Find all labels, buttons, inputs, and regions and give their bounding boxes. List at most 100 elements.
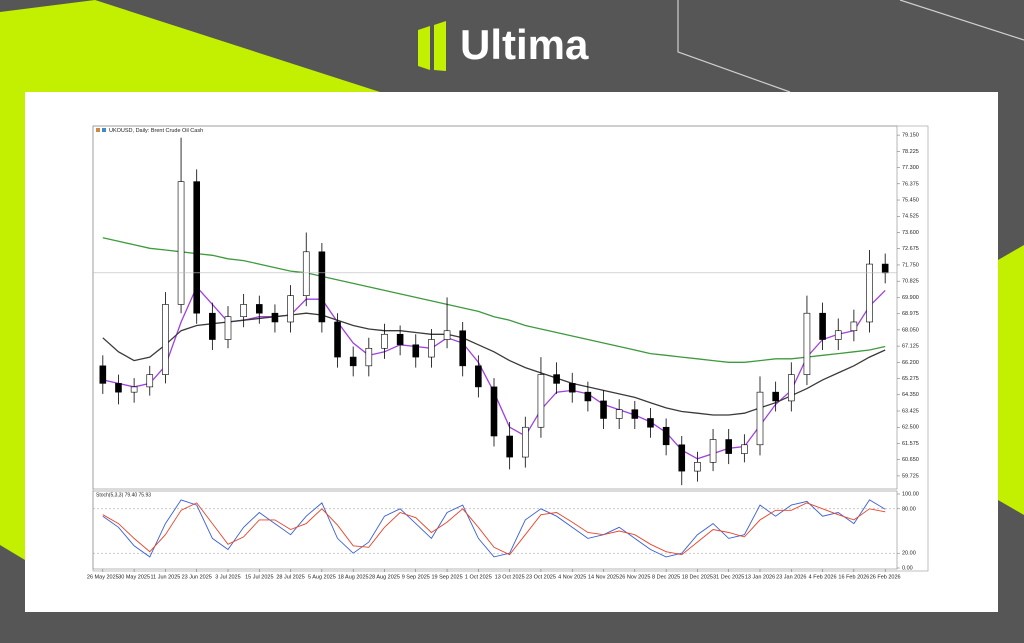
candle-body (224, 316, 232, 340)
y-tick-label: 72.675 (902, 246, 919, 252)
x-tick-label: 15 Jul 2025 (245, 574, 273, 580)
x-tick-label: 14 Nov 2025 (588, 574, 619, 580)
candle-body (834, 330, 842, 340)
y-tick-label: 66.200 (902, 360, 919, 366)
x-tick-label: 23 Jan 2026 (776, 574, 806, 580)
candle-body (615, 409, 623, 419)
y-tick-label: 78.225 (902, 149, 919, 155)
stoch-plot (92, 490, 898, 570)
x-tick-label: 18 Dec 2025 (682, 574, 713, 580)
panel (25, 92, 998, 612)
candle-body (475, 365, 482, 388)
x-tick-label: 4 Feb 2026 (809, 574, 837, 580)
candle-body (678, 444, 686, 472)
y-tick-label: 68.050 (902, 327, 919, 333)
candle-body (412, 344, 420, 358)
y-tick-label: 74.525 (902, 214, 919, 220)
candle-body (381, 333, 388, 349)
candle-body (177, 181, 185, 305)
candle-body (162, 304, 169, 375)
y-tick-label: 77.300 (902, 165, 919, 171)
x-tick-label: 26 Nov 2025 (619, 574, 650, 580)
accent-left (0, 92, 25, 560)
x-tick-label: 23 Oct 2025 (526, 574, 556, 580)
candle-body (443, 330, 451, 340)
accent-right (998, 245, 1024, 515)
x-tick-label: 28 Aug 2025 (369, 574, 400, 580)
y-tick-label: 67.125 (902, 344, 919, 350)
x-tick-label: 9 Sep 2025 (402, 574, 430, 580)
x-tick-label: 13 Oct 2025 (495, 574, 525, 580)
y-tick-label: 68.975 (902, 311, 919, 317)
stoch-title: Stoch(5,3,3) 79.40 75.93 (96, 492, 151, 498)
candle-body (647, 418, 654, 428)
y-tick-label: 71.750 (902, 262, 919, 268)
x-tick-label: 23 Jun 2025 (182, 574, 212, 580)
candle-body (866, 263, 873, 323)
x-tick-label: 4 Nov 2025 (558, 574, 586, 580)
candle-body (459, 330, 467, 367)
candle-body (819, 312, 826, 340)
x-tick-label: 1 Oct 2025 (465, 574, 492, 580)
candle-body (803, 312, 811, 375)
candle-body (365, 347, 373, 367)
icon (96, 128, 100, 132)
y-tick-label: 61.575 (902, 441, 919, 447)
candle-body (193, 181, 201, 314)
candle-body (537, 374, 545, 428)
y-tick-label: 60.650 (902, 457, 919, 463)
moving-average (102, 237, 886, 363)
chart-title: UKOUSD, Daily: Brent Crude Oil Cash (109, 128, 203, 134)
x-tick-label: 16 Feb 2026 (838, 574, 869, 580)
candle-body (850, 321, 858, 332)
x-tick-label: 8 Dec 2025 (652, 574, 680, 580)
candle-body (756, 391, 764, 446)
candle-body (146, 374, 154, 388)
y-tick-label: 69.900 (902, 295, 919, 301)
y-tick-label: 80.00 (902, 506, 916, 512)
candle-body (568, 383, 576, 393)
x-tick-label: 26 Feb 2026 (870, 574, 901, 580)
y-tick-label: 75.450 (902, 197, 919, 203)
accent-top (0, 0, 380, 92)
y-tick-label: 20.00 (902, 551, 916, 557)
x-tick-label: 28 Jul 2025 (276, 574, 304, 580)
decor-line (677, 0, 791, 93)
y-tick-label: 79.150 (902, 133, 919, 139)
y-tick-label: 100.00 (902, 491, 919, 497)
candle-body (694, 462, 701, 472)
candle-body (130, 386, 138, 393)
candle-body (631, 409, 639, 419)
candle-body (396, 333, 404, 346)
x-tick-label: 18 Aug 2025 (338, 574, 369, 580)
candle-body (506, 435, 513, 458)
stoch-line (102, 502, 886, 556)
y-tick-label: 64.350 (902, 392, 919, 398)
candle-body (115, 383, 122, 393)
x-tick-label: 5 Aug 2025 (308, 574, 336, 580)
candle-body (584, 391, 592, 402)
logo: Ultima (418, 21, 589, 71)
y-tick-label: 65.275 (902, 376, 919, 382)
y-tick-label: 59.725 (902, 473, 919, 479)
candle-body (271, 312, 279, 323)
candle-body (490, 386, 498, 437)
x-tick-label: 19 Sep 2025 (431, 574, 462, 580)
x-tick-label: 30 May 2025 (118, 574, 150, 580)
candle-body (662, 426, 670, 446)
candle-body (741, 444, 748, 454)
candle-body (428, 339, 435, 358)
candle-body (287, 295, 294, 323)
x-tick-label: 31 Dec 2025 (713, 574, 744, 580)
candle-body (255, 304, 263, 314)
logo-mark (434, 21, 446, 71)
x-tick-label: 3 Jul 2025 (215, 574, 240, 580)
y-tick-label: 0.00 (902, 565, 913, 571)
x-tick-label: 13 Jan 2026 (745, 574, 775, 580)
main-plot (92, 125, 898, 490)
candle-body (709, 439, 717, 463)
icon (102, 128, 106, 132)
candle-body (521, 426, 529, 458)
y-tick-label: 70.825 (902, 279, 919, 285)
plot-layer: 79.150 78.225 77.300 76.375 75.450 74.525 73.6… (87, 133, 919, 581)
